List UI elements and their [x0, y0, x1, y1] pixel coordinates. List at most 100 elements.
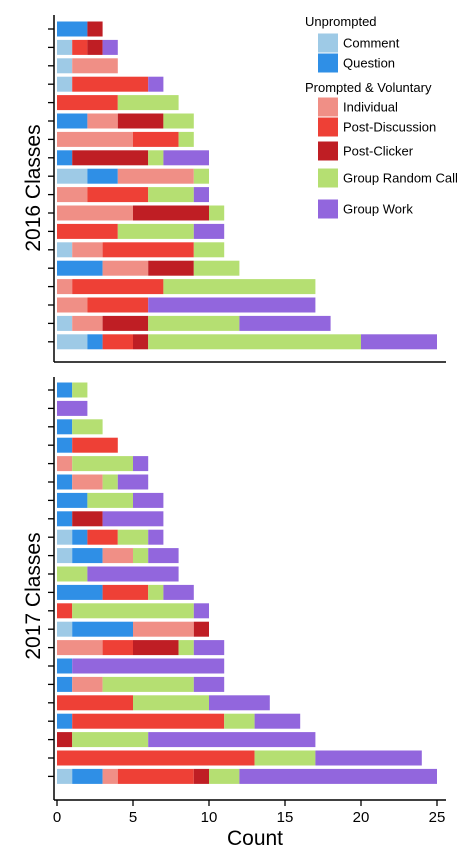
bar-segment-individual — [72, 315, 103, 331]
bar-segment-group-work — [193, 676, 225, 692]
bar-segment-post-discussion — [117, 768, 194, 784]
bar-segment-post-clicker — [87, 21, 103, 37]
bar-segment-question — [72, 621, 133, 637]
bar-segment-group-random-call — [133, 695, 209, 711]
bar-segment-group-random-call — [57, 566, 88, 582]
x-tick-label: 25 — [429, 809, 446, 826]
bar-segment-post-clicker — [72, 150, 149, 166]
bar-segment-group-work — [148, 297, 316, 313]
bar-segment-group-random-call — [117, 95, 179, 111]
bar-segment-post-clicker — [87, 39, 103, 55]
bar-segment-post-discussion — [57, 95, 118, 111]
legend-item-label: Individual — [343, 100, 398, 115]
bar-segment-individual — [102, 548, 133, 564]
bar-segment-group-random-call — [72, 603, 194, 619]
bar-segment-question — [87, 334, 103, 350]
bar-segment-post-discussion — [72, 76, 149, 92]
bar-segment-group-work — [102, 511, 164, 527]
bar-segment-comment — [57, 76, 73, 92]
bar-segment-group-work — [193, 640, 225, 656]
bar-segment-group-random-call — [209, 205, 225, 221]
bar-segment-question — [57, 150, 73, 166]
bar-segment-question — [57, 21, 88, 37]
bar-segment-post-clicker — [133, 640, 179, 656]
bar-segment-individual — [72, 58, 118, 74]
bar-segment-individual — [87, 113, 118, 129]
bar-segment-question — [57, 511, 73, 527]
bar-segment-comment — [57, 168, 88, 184]
bar-segment-group-work — [209, 695, 270, 711]
bar-segment-comment — [57, 334, 88, 350]
bar-segment-group-work — [254, 713, 301, 729]
legend-group-title: Prompted & Voluntary — [305, 80, 432, 95]
bar-segment-post-discussion — [57, 603, 73, 619]
bar-segment-question — [57, 419, 73, 435]
x-axis-label: Count — [227, 827, 283, 850]
bar-segment-group-random-call — [163, 279, 316, 295]
bar-segment-group-random-call — [102, 474, 118, 490]
legend-swatch — [318, 141, 338, 161]
bar-segment-group-work — [148, 529, 164, 545]
bar-segment-post-discussion — [87, 297, 149, 313]
legend-swatch — [318, 33, 338, 53]
bar-segment-post-clicker — [117, 113, 164, 129]
legend-group-title: Unprompted — [305, 14, 377, 29]
legend: Unprompted Comment Question Prompted & Volu… — [305, 14, 458, 219]
bar-segment-post-clicker — [57, 732, 73, 748]
legend-swatch — [318, 53, 338, 73]
bar-segment-comment — [57, 39, 73, 55]
bar-segment-individual — [133, 621, 194, 637]
bar-segment-group-work — [361, 334, 437, 350]
bar-segment-group-random-call — [178, 131, 194, 147]
bar-segment-post-discussion — [72, 279, 164, 295]
bar-segment-individual — [57, 297, 88, 313]
bar-segment-group-work — [133, 492, 164, 508]
bar-segment-individual — [57, 131, 133, 147]
bar-segment-group-random-call — [72, 732, 149, 748]
bar-segment-question — [57, 658, 73, 674]
bar-segment-group-random-call — [178, 640, 194, 656]
bar-segment-individual — [57, 279, 73, 295]
legend-item-label: Group Random Call — [343, 171, 458, 186]
bar-segment-individual — [102, 768, 118, 784]
bar-segment-comment — [57, 58, 73, 74]
bar-segment-individual — [57, 456, 73, 472]
bar-segment-group-work — [193, 187, 209, 203]
panel-2016: 2016 Classes — [22, 15, 446, 363]
bar-segment-group-random-call — [117, 529, 149, 545]
bar-segment-group-work — [117, 474, 149, 490]
bar-segment-group-work — [193, 603, 209, 619]
bar-segment-post-discussion — [57, 223, 118, 239]
bar-segment-group-random-call — [193, 242, 225, 258]
bar-segment-group-work — [102, 39, 118, 55]
bar-segment-question — [87, 168, 118, 184]
x-tick-label: 20 — [353, 809, 370, 826]
bar-segment-post-discussion — [72, 713, 225, 729]
bar-segment-post-clicker — [148, 260, 194, 276]
bar-segment-post-discussion — [57, 750, 255, 766]
bar-segment-post-discussion — [133, 131, 179, 147]
bar-segment-group-random-call — [148, 187, 194, 203]
x-tick-label: 5 — [129, 809, 137, 826]
bar-segment-post-clicker — [193, 621, 209, 637]
bar-segment-group-work — [163, 150, 209, 166]
legend-swatch — [318, 97, 338, 117]
bar-segment-post-discussion — [102, 640, 133, 656]
bar-segment-comment — [57, 768, 73, 784]
bar-segment-group-random-call — [87, 492, 133, 508]
y-axis-label: 2016 Classes — [22, 124, 45, 251]
bar-segment-group-work — [148, 548, 179, 564]
legend-item-label: Comment — [343, 36, 400, 51]
legend-item-label: Post-Discussion — [343, 120, 436, 135]
bar-segment-individual — [72, 474, 103, 490]
bar-segment-group-random-call — [193, 168, 209, 184]
legend-item-label: Group Work — [343, 202, 413, 217]
bar-segment-individual — [72, 676, 103, 692]
bar-segment-group-work — [133, 456, 149, 472]
bar-segment-group-work — [315, 750, 422, 766]
bar-segment-comment — [57, 621, 73, 637]
bar-segment-post-discussion — [102, 242, 194, 258]
bar-segment-comment — [57, 242, 73, 258]
bar-segment-individual — [72, 242, 103, 258]
